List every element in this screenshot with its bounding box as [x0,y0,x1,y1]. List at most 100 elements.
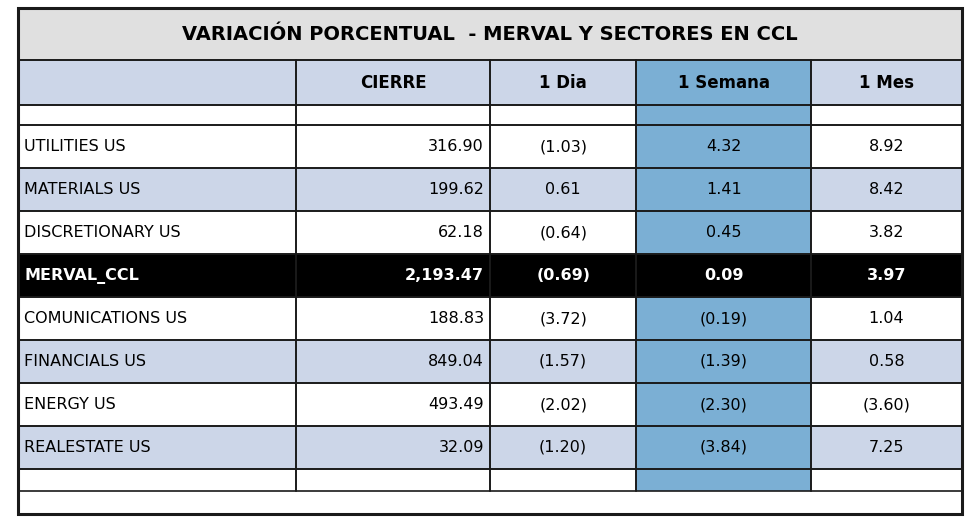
Bar [18,340,297,383]
Text: 1 Semana: 1 Semana [677,74,769,91]
Text: VARIACIÓN PORCENTUAL  - MERVAL Y SECTORES EN CCL: VARIACIÓN PORCENTUAL - MERVAL Y SECTORES… [182,25,798,43]
Text: 62.18: 62.18 [438,225,484,240]
Bar [18,211,297,254]
Text: (1.20): (1.20) [539,440,587,455]
Text: ENERGY US: ENERGY US [24,397,116,412]
Bar [18,383,297,426]
Bar [297,60,490,105]
Text: 493.49: 493.49 [428,397,484,412]
Bar [297,105,490,125]
Text: (2.30): (2.30) [700,397,748,412]
Text: 1.41: 1.41 [706,182,742,197]
Text: 0.61: 0.61 [545,182,581,197]
Bar [297,254,490,297]
Bar [811,340,962,383]
Bar [490,125,636,168]
Text: (3.72): (3.72) [539,311,587,326]
Bar [490,340,636,383]
Text: 0.09: 0.09 [704,268,744,283]
Bar [811,383,962,426]
Text: 1.04: 1.04 [868,311,905,326]
Bar [297,469,490,491]
Bar [636,168,811,211]
Bar [18,8,962,60]
Text: 1 Mes: 1 Mes [859,74,914,91]
Bar [636,254,811,297]
Text: CIERRE: CIERRE [360,74,426,91]
Text: (3.60): (3.60) [862,397,910,412]
Text: (0.69): (0.69) [536,268,590,283]
Bar [811,426,962,469]
Bar [297,125,490,168]
Text: 3.82: 3.82 [868,225,905,240]
Bar [297,125,490,168]
Bar [18,105,297,125]
Text: 316.90: 316.90 [428,139,484,154]
Bar [811,125,962,168]
Bar [811,297,962,340]
Bar [636,60,811,105]
Text: 2,193.47: 2,193.47 [405,268,484,283]
Text: 8.92: 8.92 [868,139,905,154]
Bar [636,383,811,426]
Text: (1.03): (1.03) [539,139,587,154]
Text: (3.84): (3.84) [700,440,748,455]
Bar [636,340,811,383]
Bar [490,60,636,105]
Bar [18,340,297,383]
Bar [636,211,811,254]
Bar [811,105,962,125]
Bar [490,105,636,125]
Text: MATERIALS US: MATERIALS US [24,182,140,197]
Bar [636,383,811,426]
Bar [490,297,636,340]
Bar [297,426,490,469]
Bar [811,254,962,297]
Bar [18,105,297,125]
Bar [811,168,962,211]
Bar [490,168,636,211]
Bar [490,211,636,254]
Bar [490,254,636,297]
Bar [18,125,297,168]
Bar [636,211,811,254]
Bar [297,297,490,340]
Bar [18,60,297,105]
Bar [490,469,636,491]
Bar [18,168,297,211]
Bar [811,383,962,426]
Bar [18,383,297,426]
Text: (1.39): (1.39) [700,354,748,369]
Bar [636,297,811,340]
Bar [297,105,490,125]
Text: 0.58: 0.58 [868,354,905,369]
Bar [18,469,297,491]
Bar [811,168,962,211]
Bar [490,297,636,340]
Bar [811,125,962,168]
Bar [811,469,962,491]
Bar [811,469,962,491]
Text: (1.57): (1.57) [539,354,587,369]
Text: 32.09: 32.09 [438,440,484,455]
Bar [297,340,490,383]
Bar [18,168,297,211]
Text: 7.25: 7.25 [868,440,905,455]
Text: 199.62: 199.62 [428,182,484,197]
Bar [811,211,962,254]
Bar [636,469,811,491]
Bar [490,125,636,168]
Bar [636,254,811,297]
Bar [297,168,490,211]
Bar [636,340,811,383]
Bar [811,254,962,297]
Bar [297,426,490,469]
Bar [490,254,636,297]
Bar [18,469,297,491]
Bar [636,60,811,105]
Bar [490,383,636,426]
Text: (0.19): (0.19) [700,311,748,326]
Bar [297,211,490,254]
Bar [18,211,297,254]
Bar [811,340,962,383]
